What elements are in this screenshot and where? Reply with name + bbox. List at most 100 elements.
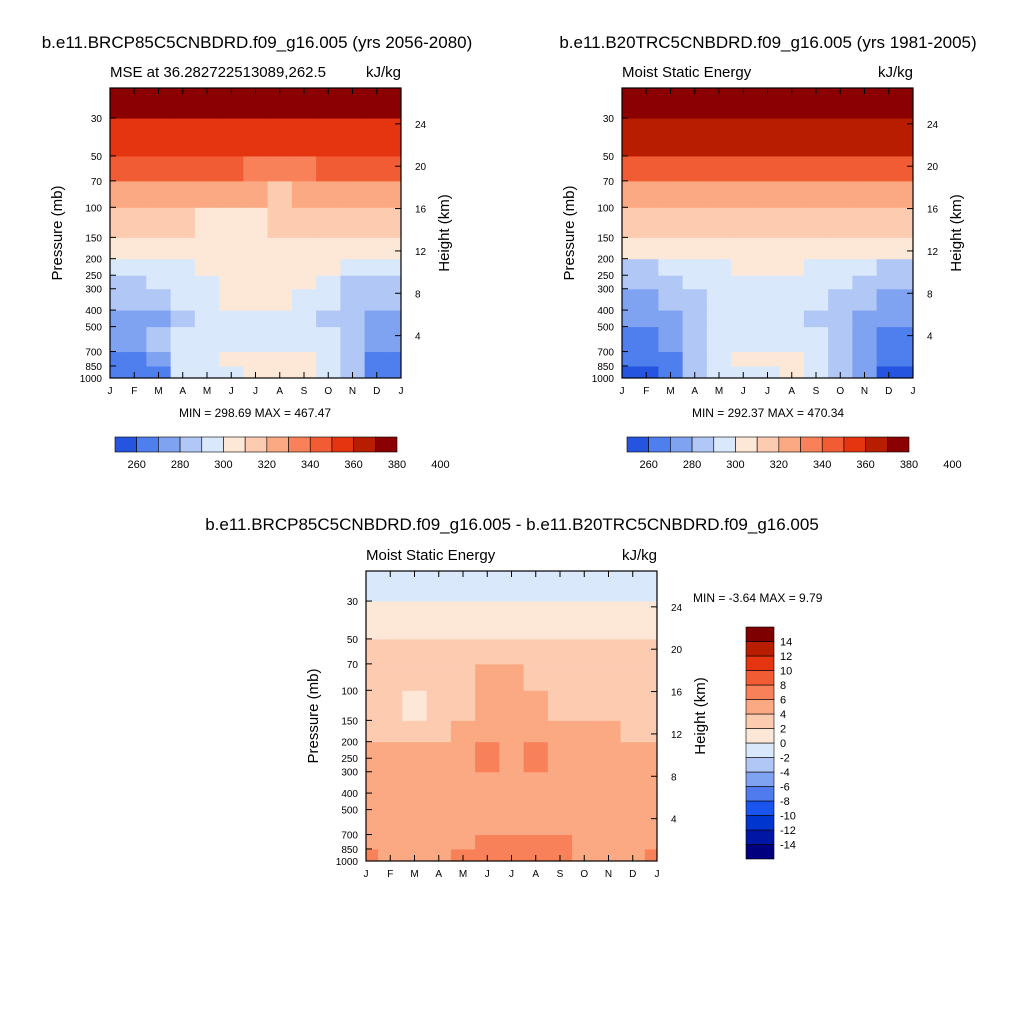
contour-cell: [596, 741, 622, 759]
y-axis-label: Pressure (mb): [561, 185, 578, 280]
contour-cell: [122, 207, 147, 238]
y-tick-label: 700: [597, 348, 614, 359]
contour-cell: [620, 771, 646, 794]
height-tick-label: 12: [415, 247, 427, 258]
colorbar-label: -12: [780, 825, 796, 837]
contour-cell: [634, 326, 659, 353]
colorbar-swatch: [800, 436, 823, 453]
contour-cell: [634, 207, 659, 238]
x-tick-label: D: [885, 386, 892, 397]
contour-cell: [388, 288, 402, 311]
y-tick-label: 500: [597, 323, 614, 334]
contour-cell: [267, 118, 293, 157]
y-tick-label: 150: [341, 716, 358, 727]
contour-cell: [316, 118, 341, 157]
contour-cell: [291, 118, 317, 157]
contour-cell: [900, 310, 914, 328]
contour-cell: [219, 351, 244, 367]
y-tick-label: 250: [597, 271, 614, 282]
contour-cell: [170, 118, 196, 157]
colorbar-swatch: [136, 436, 159, 453]
contour-cell: [402, 638, 428, 665]
contour-cell: [219, 326, 244, 353]
contour-cell: [194, 351, 220, 367]
contour-cell: [755, 155, 781, 182]
colorbar-label: -10: [780, 811, 796, 823]
contour-cell: [828, 326, 853, 353]
contour-cell: [267, 275, 293, 290]
contour-cell: [644, 690, 658, 721]
contour-cell: [110, 326, 123, 353]
panel-difference-stats: MIN = -3.64 MAX = 9.79: [693, 591, 823, 605]
contour-cell: [146, 207, 172, 238]
contour-cell: [682, 351, 708, 367]
y-tick-label: 700: [341, 831, 358, 842]
contour-cell: [658, 310, 684, 328]
x-tick-label: J: [509, 869, 514, 880]
contour-cell: [682, 207, 708, 238]
colorbar-swatch: [745, 800, 775, 816]
contour-cell: [900, 88, 914, 119]
y-tick-label: 150: [85, 233, 102, 244]
colorbar-swatch: [353, 436, 376, 453]
contour-cell: [900, 237, 914, 260]
contour-cell: [243, 288, 269, 311]
contour-cell: [364, 258, 390, 276]
contour-cell: [450, 771, 476, 794]
contour-cell: [634, 310, 659, 328]
x-tick-label: M: [459, 869, 467, 880]
contour-cell: [620, 809, 646, 836]
contour-cell: [634, 180, 659, 208]
contour-cell: [622, 310, 635, 328]
contour-cell: [340, 207, 366, 238]
contour-cell: [146, 180, 172, 208]
contour-cell: [644, 758, 658, 773]
contour-cell: [170, 180, 196, 208]
contour-cell: [596, 601, 622, 640]
contour-cell: [475, 663, 500, 691]
contour-cell: [426, 690, 452, 721]
height-tick-label: 24: [415, 120, 427, 131]
contour-cell: [682, 288, 708, 311]
contour-cell: [852, 118, 878, 157]
contour-cell: [194, 155, 220, 182]
contour-cell: [122, 351, 147, 367]
contour-cell: [146, 310, 172, 328]
y-tick-label: 30: [347, 597, 359, 608]
y-tick-label: 250: [341, 754, 358, 765]
contour-cell: [622, 288, 635, 311]
contour-cell: [402, 663, 428, 691]
panel-historical-subtitle-left: Moist Static Energy: [622, 64, 752, 81]
contour-cell: [146, 237, 172, 260]
contour-cell: [731, 118, 756, 157]
y-tick-label: 50: [91, 152, 103, 163]
contour-cell: [291, 351, 317, 367]
colorbar-label: 340: [301, 459, 319, 471]
contour-cell: [267, 258, 293, 276]
contour-cell: [450, 663, 476, 691]
contour-cell: [634, 288, 659, 311]
contour-cell: [366, 771, 379, 794]
y-tick-label: 70: [603, 177, 615, 188]
contour-cell: [755, 180, 781, 208]
colorbar-swatch: [713, 436, 736, 453]
contour-cell: [110, 155, 123, 182]
contour-cell: [622, 275, 635, 290]
contour-cell: [622, 155, 635, 182]
contour-cell: [620, 601, 646, 640]
contour-cell: [388, 207, 402, 238]
contour-cell: [170, 207, 196, 238]
x-tick-label: S: [813, 386, 820, 397]
contour-cell: [219, 237, 244, 260]
colorbar-swatch: [179, 436, 203, 453]
contour-cell: [340, 258, 366, 276]
contour-cell: [243, 326, 269, 353]
contour-cell: [572, 720, 597, 743]
contour-cell: [658, 326, 684, 353]
contour-cell: [779, 310, 805, 328]
contour-cell: [499, 663, 525, 691]
contour-cell: [620, 834, 646, 850]
colorbar-swatch: [865, 436, 888, 453]
contour-cell: [596, 793, 622, 811]
contour-cell: [803, 258, 829, 276]
